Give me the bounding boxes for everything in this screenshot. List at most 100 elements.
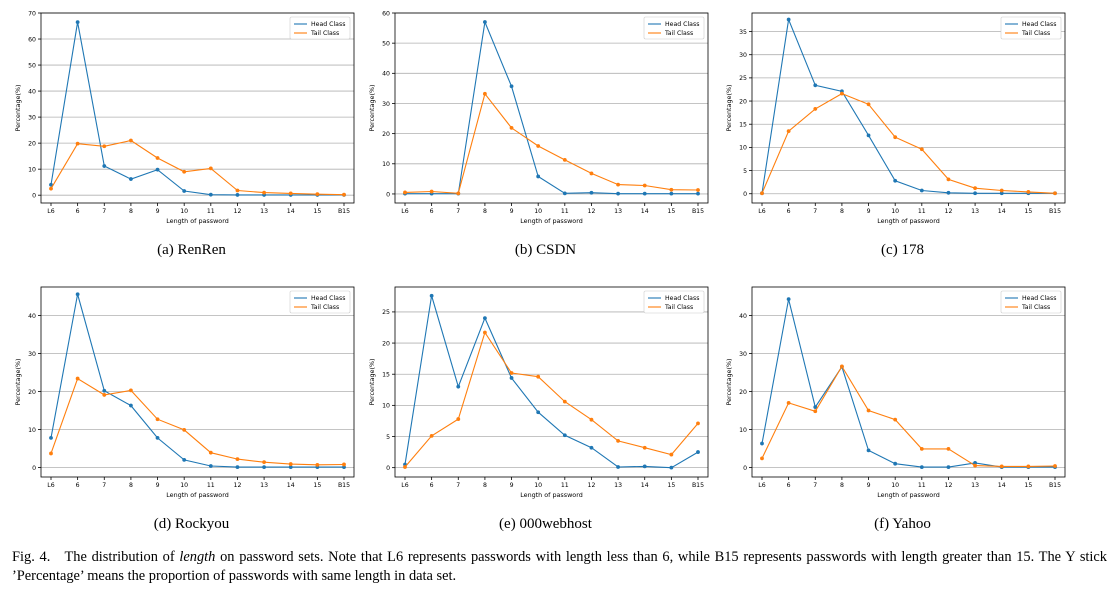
- data-point: [208, 464, 213, 468]
- data-point: [102, 393, 107, 397]
- x-axis-label: Length of password: [520, 217, 583, 225]
- x-tick-label: 14: [287, 482, 295, 489]
- y-tick-label: 10: [28, 427, 36, 434]
- data-point: [840, 91, 844, 96]
- data-point: [696, 421, 700, 426]
- x-tick-label: 11: [561, 208, 569, 215]
- y-tick-label: 40: [28, 313, 36, 320]
- x-tick-label: 15: [1024, 208, 1032, 215]
- y-tick-label: 60: [28, 36, 36, 43]
- x-tick-label: L6: [47, 208, 54, 215]
- x-tick-label: 11: [918, 208, 926, 215]
- series-line-tail-class: [761, 365, 1056, 467]
- data-point: [946, 446, 951, 451]
- x-tick-label: L6: [47, 482, 54, 489]
- data-point: [786, 401, 791, 405]
- y-tick-label: 50: [382, 40, 390, 47]
- data-point: [866, 448, 871, 453]
- x-tick-label: B15: [1049, 482, 1061, 489]
- subcaption: (d) Rockyou: [153, 516, 230, 532]
- x-tick-label: 14: [998, 208, 1006, 215]
- legend-label: Head Class: [665, 21, 699, 28]
- y-tick-label: 15: [739, 122, 747, 129]
- x-tick-label: 9: [156, 482, 160, 489]
- data-point: [893, 461, 898, 466]
- x-tick-label: 12: [234, 208, 242, 215]
- y-tick-label: 0: [32, 465, 36, 472]
- data-point: [129, 177, 133, 181]
- plot-frame: [751, 12, 1066, 204]
- data-point: [642, 445, 647, 450]
- data-point: [208, 166, 213, 171]
- data-point: [696, 188, 700, 192]
- data-point: [973, 191, 977, 196]
- x-tick-label: 9: [867, 208, 871, 215]
- x-tick-label: 9: [867, 482, 871, 489]
- x-tick-label: 12: [234, 482, 242, 489]
- data-point: [866, 408, 871, 413]
- series-line-head-class: [761, 17, 1055, 194]
- data-point: [342, 462, 346, 467]
- data-point: [49, 435, 53, 440]
- data-point: [760, 191, 764, 196]
- x-tick-label: 11: [207, 482, 215, 489]
- data-point: [182, 169, 187, 174]
- data-point: [155, 167, 160, 172]
- y-tick-label: 20: [382, 131, 390, 138]
- data-point: [182, 458, 187, 462]
- x-tick-label: 8: [840, 208, 844, 215]
- figure-caption: Fig. 4. The distribution of length on pa…: [12, 548, 1107, 586]
- data-point: [483, 20, 487, 24]
- data-point: [616, 465, 620, 469]
- data-point: [456, 384, 461, 389]
- data-point: [536, 374, 541, 379]
- data-point: [288, 465, 293, 470]
- series-line-tail-class: [404, 331, 699, 468]
- x-tick-label: 13: [614, 208, 622, 215]
- x-tick-label: 8: [129, 482, 133, 489]
- x-tick-label: 11: [207, 208, 215, 215]
- data-point: [696, 191, 700, 196]
- x-tick-label: 6: [430, 208, 434, 215]
- subplot-csdn: 0 10 20 30 40 50 60 L6 6 7 8 9 10 11 12 13 14 15 B15 Length…: [368, 6, 723, 268]
- data-point: [509, 126, 514, 130]
- data-point: [75, 20, 80, 25]
- data-point: [840, 364, 844, 369]
- data-point: [893, 178, 898, 183]
- legend-label: Tail Class: [1021, 304, 1050, 311]
- data-point: [483, 316, 487, 321]
- x-tick-label: 7: [456, 482, 460, 489]
- data-point: [1026, 189, 1031, 194]
- data-point: [182, 427, 187, 432]
- data-point: [536, 174, 541, 179]
- data-point: [129, 403, 133, 408]
- y-tick-label: 10: [28, 166, 36, 173]
- x-tick-label: 11: [561, 482, 569, 489]
- data-point: [669, 191, 674, 196]
- x-tick-label: 15: [313, 482, 321, 489]
- data-point: [669, 465, 674, 470]
- data-point: [696, 450, 700, 454]
- chart-csdn: 0 10 20 30 40 50 60 L6 6 7 8 9 10 11 12 13 14 15 B15 Length…: [368, 10, 709, 225]
- data-point: [919, 465, 924, 470]
- subplot-178: 0 5 10 15 20 25 30 35 L6 6 7 8 9 10 11 12 13 14 15 B15 Lengt…: [725, 6, 1080, 268]
- data-point: [456, 191, 461, 196]
- data-point: [509, 84, 514, 89]
- series-line-head-class: [404, 295, 699, 469]
- series-line-tail-class: [50, 139, 345, 196]
- x-tick-label: 6: [787, 208, 791, 215]
- x-tick-label: 12: [945, 208, 953, 215]
- x-tick-label: 10: [534, 208, 542, 215]
- data-point: [786, 297, 791, 302]
- data-point: [946, 465, 951, 470]
- x-tick-label: 8: [483, 208, 487, 215]
- data-point: [642, 191, 647, 196]
- y-tick-label: 20: [382, 340, 390, 347]
- y-tick-label: 5: [743, 168, 747, 175]
- series-line-tail-class: [404, 92, 699, 194]
- data-point: [616, 182, 620, 187]
- data-point: [616, 191, 620, 196]
- y-tick-label: 30: [382, 101, 390, 108]
- caption-prefix: Fig. 4.: [12, 549, 51, 565]
- data-point: [315, 462, 320, 467]
